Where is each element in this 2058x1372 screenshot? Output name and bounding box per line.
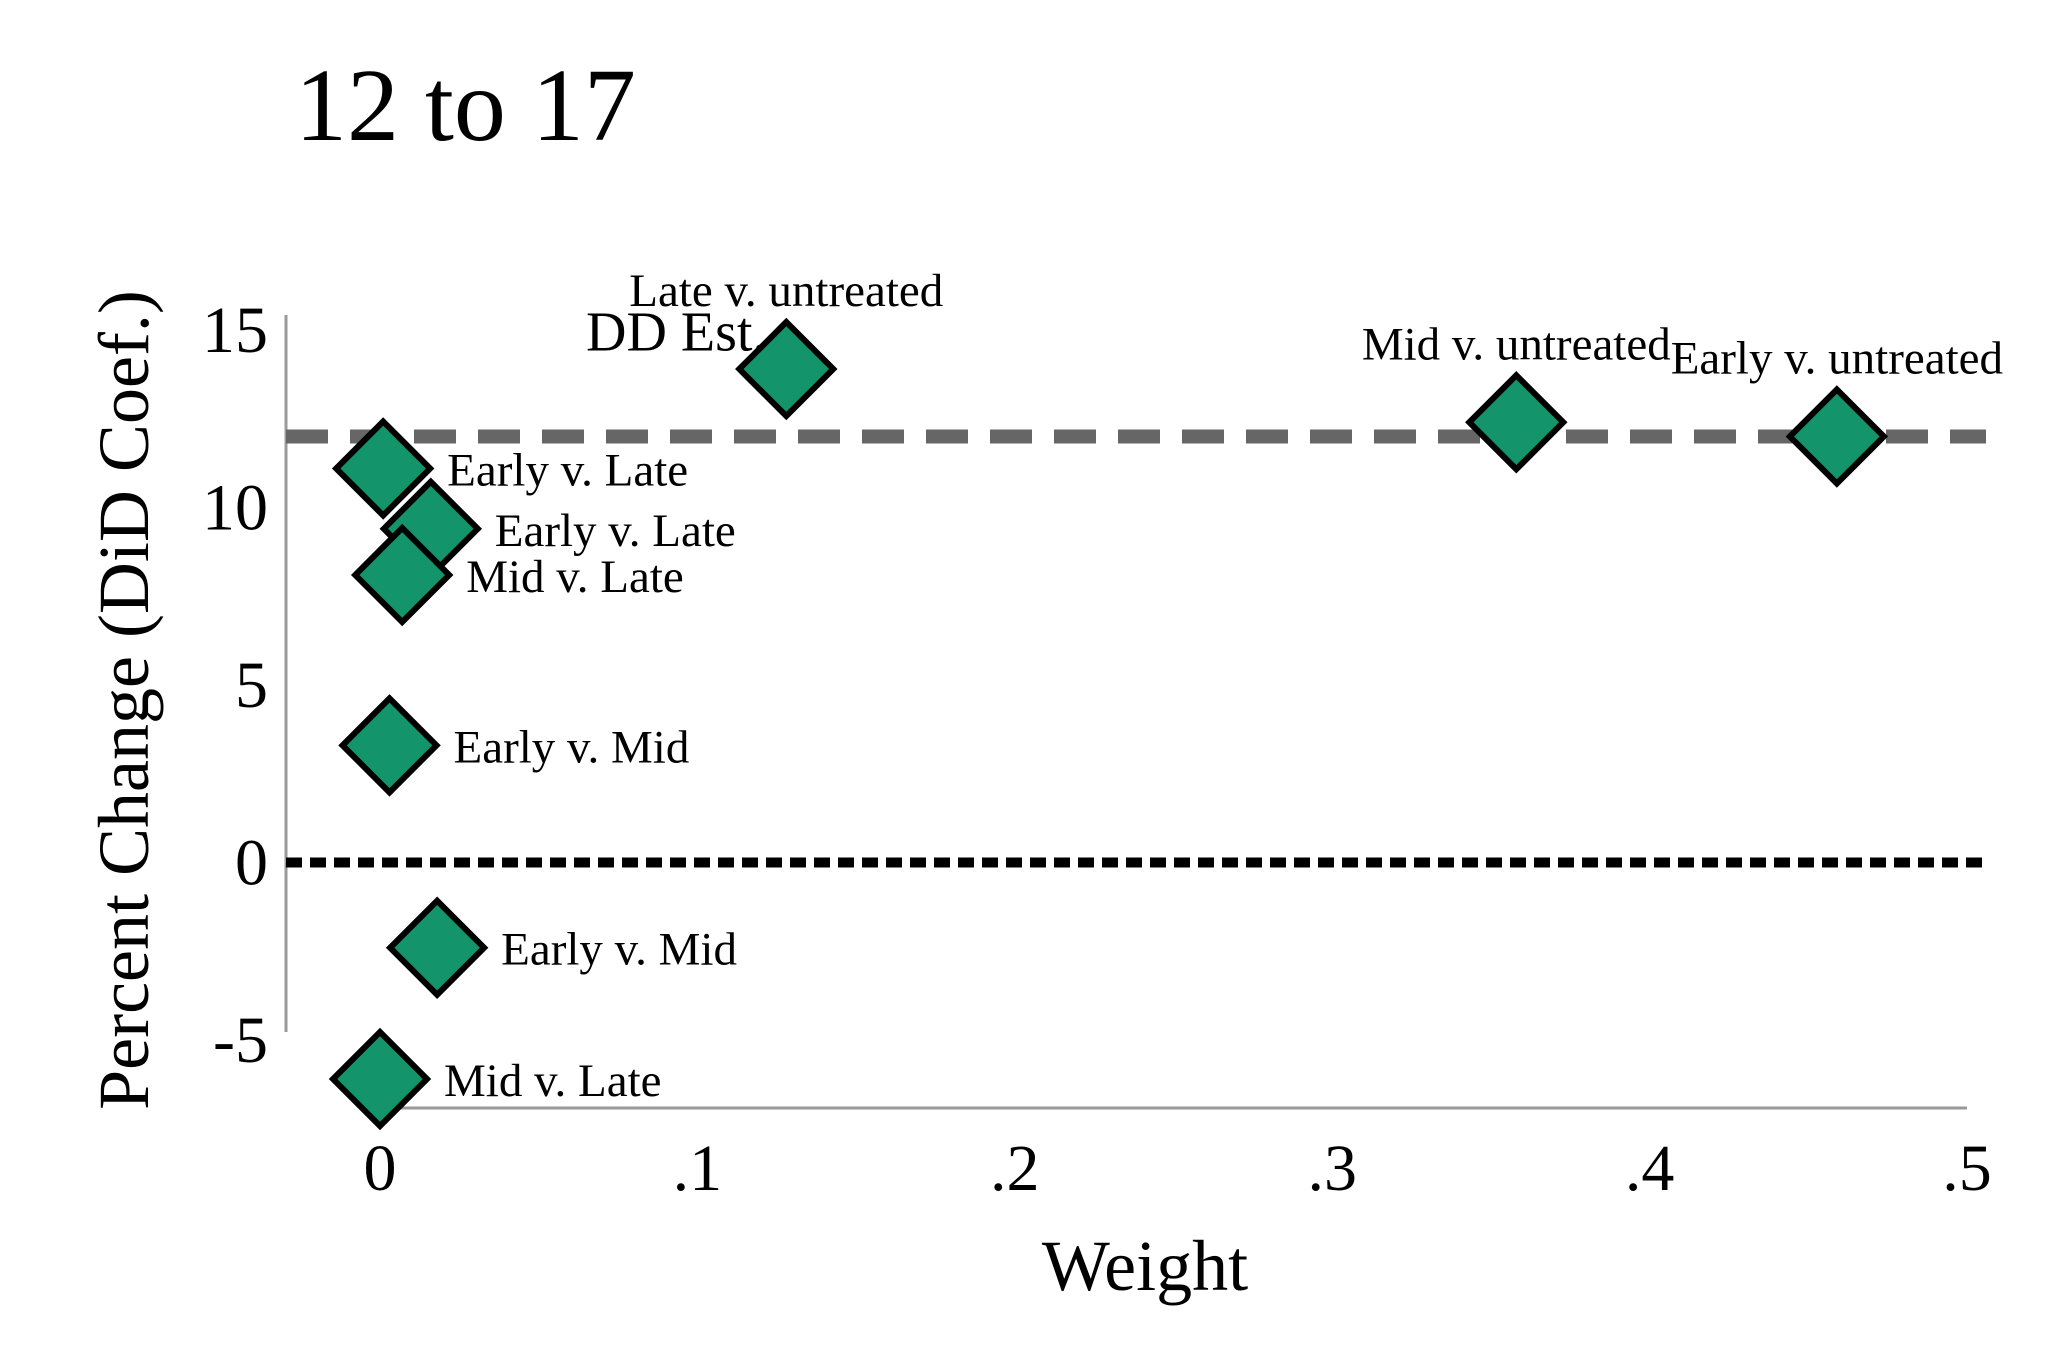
data-point (350, 523, 454, 627)
reference-lines: DD Est. (286, 302, 1986, 868)
y-axis-title: Percent Change (DiD Coef.) (84, 290, 164, 1110)
data-point (385, 896, 489, 999)
data-point (338, 694, 441, 797)
y-tick-label: 5 (235, 649, 268, 722)
x-tick-label: .2 (990, 1132, 1040, 1205)
point-label: Mid v. untreated (1362, 318, 1671, 370)
point-label: Early v. Late (495, 505, 736, 557)
y-tick-label: -5 (213, 1004, 268, 1077)
data-point (1785, 385, 1889, 488)
x-axis-ticks: 0 .1 .2 .3 .4 .5 (364, 1132, 1992, 1205)
point-label: Early v. Mid (454, 721, 690, 773)
point-label: Early v. untreated (1671, 333, 2003, 385)
point-label: Early v. Late (447, 444, 688, 496)
y-tick-label: 0 (235, 827, 268, 900)
y-axis-ticks: -5 0 5 10 15 (202, 294, 268, 1077)
y-tick-label: 10 (202, 472, 268, 545)
y-tick-label: 15 (202, 294, 268, 367)
point-label: Mid v. Late (466, 551, 684, 603)
point-label: Early v. Mid (501, 924, 737, 976)
x-tick-label: .3 (1307, 1132, 1357, 1205)
x-tick-label: 0 (364, 1132, 397, 1205)
data-point (328, 1027, 432, 1131)
chart-title: 12 to 17 (295, 48, 636, 163)
x-tick-label: .4 (1625, 1132, 1675, 1205)
data-point (735, 317, 838, 421)
data-points (328, 317, 1889, 1131)
x-tick-label: .1 (673, 1132, 723, 1205)
point-label: Late v. untreated (629, 265, 943, 317)
data-point (1465, 371, 1568, 474)
data-point (331, 417, 435, 520)
x-axis-title: Weight (1042, 1226, 1248, 1306)
dd-estimate-label: DD Est. (586, 302, 766, 364)
x-tick-label: .5 (1942, 1132, 1992, 1205)
point-label: Mid v. Late (444, 1055, 662, 1107)
